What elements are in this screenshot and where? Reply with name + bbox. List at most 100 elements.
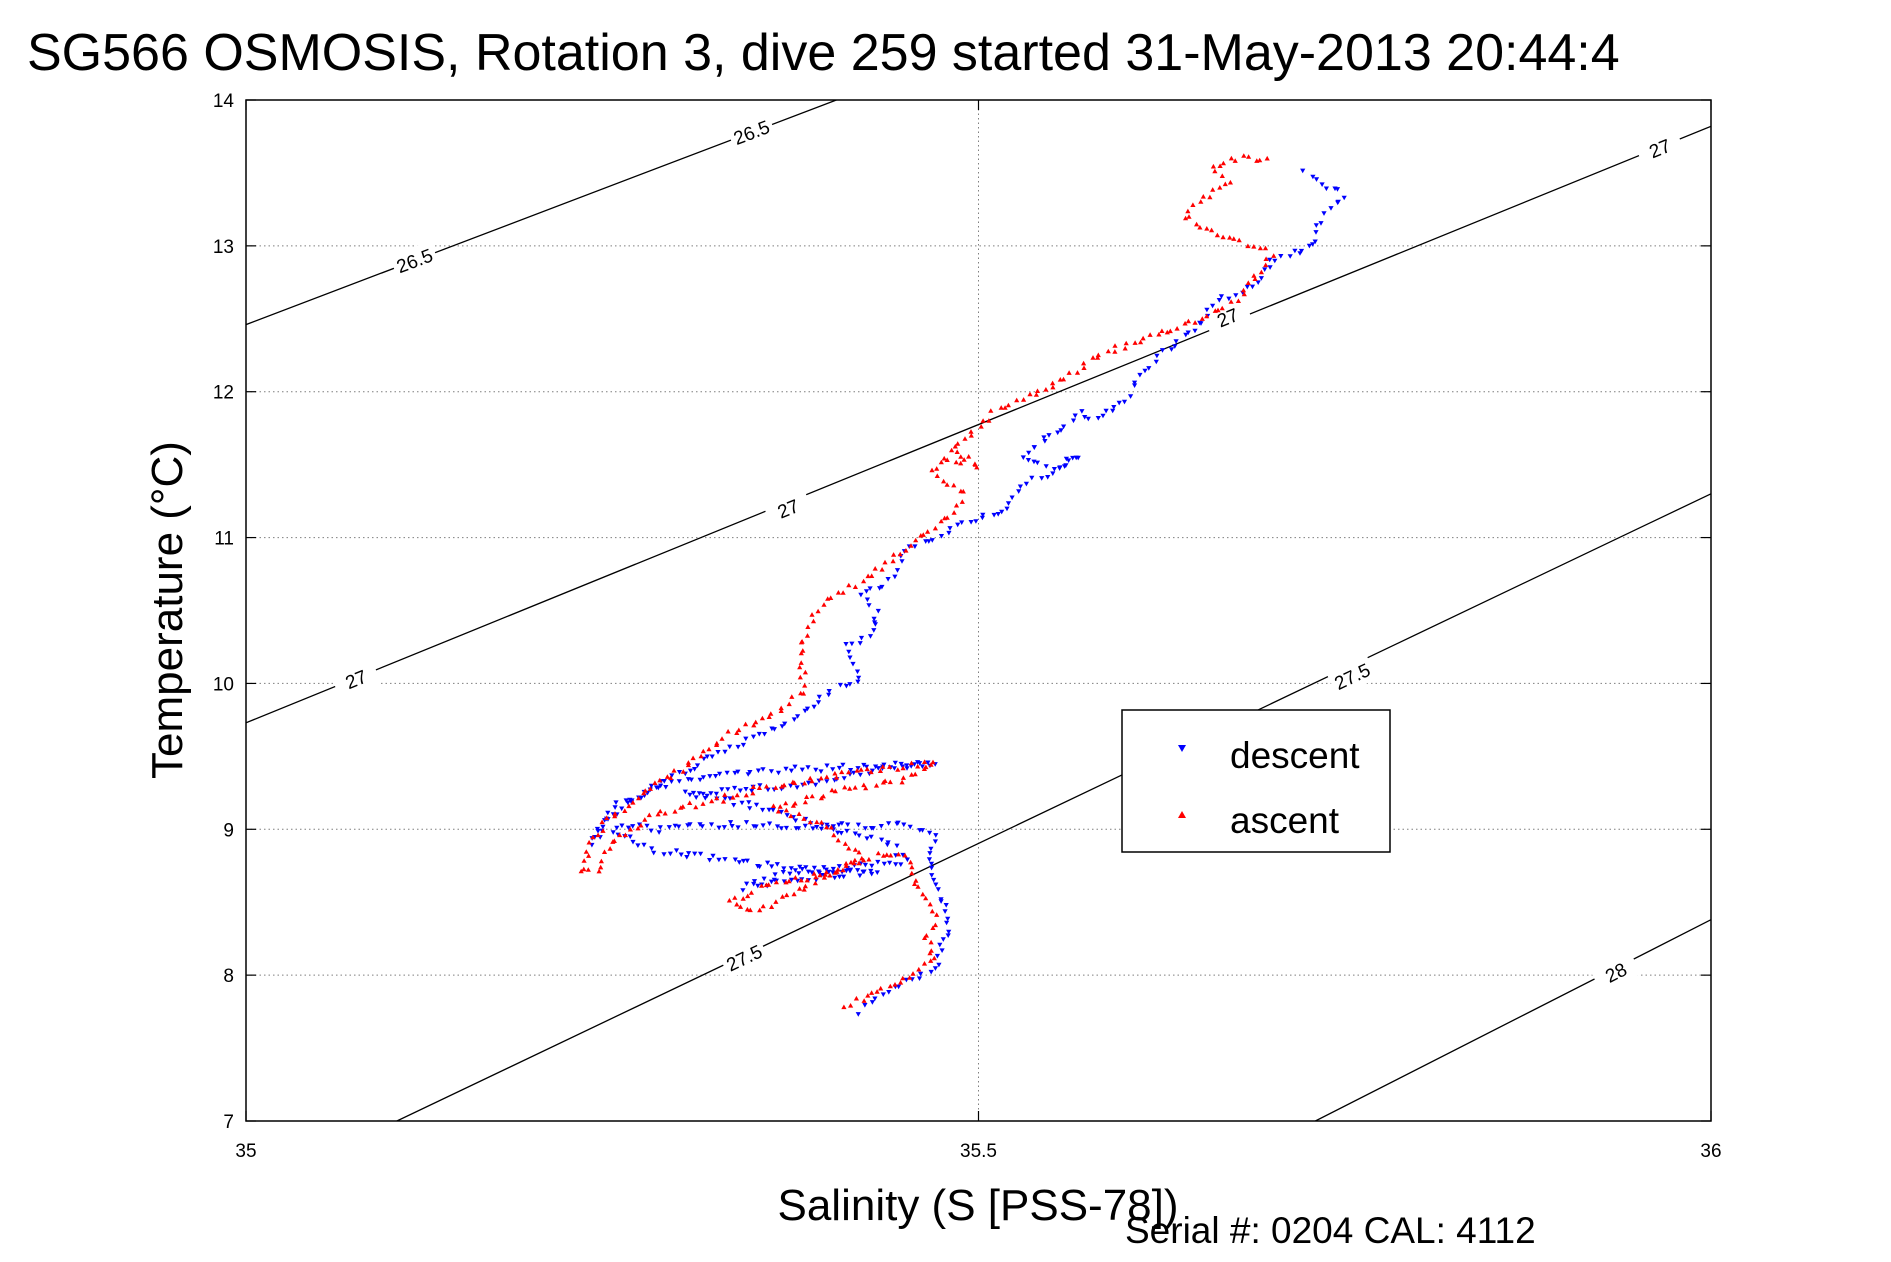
ascent-point bbox=[909, 864, 915, 870]
ascent-point bbox=[743, 792, 749, 798]
ascent-point bbox=[944, 482, 950, 487]
descent-point bbox=[1100, 413, 1106, 419]
ascent-point bbox=[895, 767, 901, 772]
descent-point bbox=[613, 800, 619, 805]
ascent-point bbox=[1264, 155, 1270, 161]
ascent-point bbox=[1197, 224, 1203, 230]
ascent-point bbox=[882, 559, 888, 565]
descent-point bbox=[612, 805, 618, 810]
descent-point bbox=[739, 800, 745, 806]
descent-point bbox=[925, 760, 931, 766]
ascent-point bbox=[1246, 154, 1252, 159]
ascent-point bbox=[1027, 391, 1033, 397]
descent-point bbox=[900, 852, 906, 858]
descent-point bbox=[928, 846, 934, 852]
contour-label-bg bbox=[1202, 296, 1253, 338]
ascent-point bbox=[1222, 181, 1228, 187]
descent-point bbox=[1218, 294, 1224, 299]
ascent-point bbox=[842, 784, 848, 790]
descent-point bbox=[1031, 445, 1037, 450]
descent-point bbox=[630, 824, 636, 829]
descent-point bbox=[959, 520, 965, 525]
ascent-point bbox=[1183, 215, 1189, 221]
contour-line bbox=[396, 493, 1711, 1121]
ascent-point bbox=[916, 966, 922, 972]
ascent-point bbox=[899, 779, 905, 785]
descent-point bbox=[794, 785, 800, 790]
descent-point bbox=[861, 762, 867, 768]
descent-point bbox=[728, 820, 734, 825]
ascent-point bbox=[922, 935, 928, 940]
descent-point bbox=[857, 873, 863, 879]
descent-point bbox=[1255, 280, 1261, 285]
ascent-point bbox=[890, 558, 896, 564]
ascent-point bbox=[835, 590, 841, 595]
ascent-point bbox=[934, 473, 940, 478]
ascent-point bbox=[751, 722, 757, 728]
descent-point bbox=[641, 842, 647, 848]
y-axis-label: Temperature (°C) bbox=[143, 441, 192, 779]
ascent-point bbox=[607, 846, 613, 851]
ascent-point bbox=[972, 461, 978, 466]
contour-label-bg bbox=[1590, 950, 1642, 994]
descent-point bbox=[837, 682, 843, 688]
serial-cal-footer: Serial #: 0204 CAL: 4112 bbox=[1125, 1210, 1536, 1251]
descent-point bbox=[927, 830, 933, 836]
descent-point bbox=[1070, 418, 1077, 424]
descent-point bbox=[929, 865, 935, 871]
ascent-point bbox=[1167, 328, 1173, 334]
ascent-point bbox=[662, 810, 668, 816]
ascent-point bbox=[840, 590, 846, 595]
descent-point bbox=[892, 760, 898, 766]
ascent-point bbox=[824, 824, 830, 830]
ascent-point bbox=[888, 852, 894, 858]
ascent-point bbox=[949, 447, 955, 453]
descent-point bbox=[661, 852, 667, 857]
ascent-point bbox=[1185, 318, 1191, 324]
descent-point bbox=[778, 809, 784, 815]
descent-point bbox=[826, 689, 832, 694]
descent-point bbox=[871, 616, 877, 622]
descent-point bbox=[810, 826, 816, 831]
ascent-point bbox=[1194, 221, 1200, 227]
axis-ticks: 7 8 9 10 11 12 13 14 35 35.5 36 bbox=[213, 91, 1722, 1162]
descent-point bbox=[898, 862, 904, 867]
ascent-point bbox=[1123, 340, 1129, 346]
ascent-point bbox=[778, 705, 784, 711]
ascent-point bbox=[1034, 388, 1041, 393]
ascent-point bbox=[839, 769, 845, 775]
ascent-point bbox=[1159, 328, 1165, 333]
ascent-point bbox=[1215, 307, 1221, 313]
descent-point bbox=[830, 870, 836, 875]
ascent-point bbox=[915, 884, 921, 889]
descent-point bbox=[904, 766, 910, 771]
descent-point bbox=[1128, 394, 1134, 399]
ascent-point bbox=[1200, 194, 1206, 199]
ascent-point bbox=[931, 955, 937, 961]
legend-label-ascent: ascent bbox=[1230, 800, 1340, 841]
descent-point bbox=[858, 592, 864, 598]
ascent-point bbox=[841, 1004, 847, 1010]
ascent-point bbox=[714, 795, 720, 801]
descent-point bbox=[824, 779, 830, 784]
ascent-point bbox=[773, 785, 779, 790]
ascent-point bbox=[1220, 234, 1226, 240]
ascent-point bbox=[887, 779, 893, 785]
ascent-point bbox=[627, 826, 633, 832]
descent-point bbox=[838, 831, 844, 836]
ascent-point bbox=[687, 800, 693, 805]
descent-point bbox=[866, 603, 872, 608]
descent-point bbox=[669, 773, 675, 778]
descent-point bbox=[788, 783, 794, 789]
ascent-point bbox=[1235, 298, 1241, 303]
descent-point bbox=[871, 628, 877, 633]
ascent-point bbox=[877, 768, 883, 773]
ascent-point bbox=[869, 990, 875, 995]
descent-point bbox=[1103, 408, 1109, 414]
ascent-point bbox=[818, 819, 825, 825]
legend-marker-descent bbox=[1178, 745, 1186, 752]
descent-point bbox=[926, 857, 932, 862]
ascent-point bbox=[828, 824, 834, 830]
ascent-point bbox=[846, 845, 852, 851]
legend-box bbox=[1121, 709, 1391, 853]
